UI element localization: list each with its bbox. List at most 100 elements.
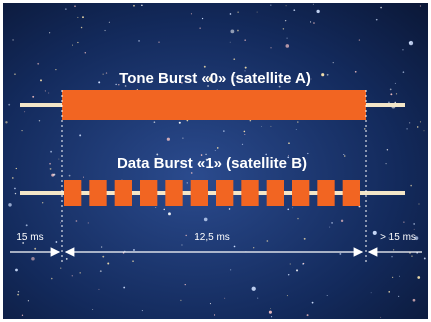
star <box>329 227 330 228</box>
star <box>37 63 39 65</box>
star <box>103 74 104 75</box>
star <box>373 231 377 235</box>
star <box>387 149 388 150</box>
star <box>257 298 258 299</box>
star <box>88 222 89 223</box>
star <box>48 93 49 94</box>
timing-label: > 15 ms <box>380 232 416 243</box>
star <box>202 18 203 19</box>
star <box>399 276 400 277</box>
star <box>285 20 286 21</box>
star <box>234 246 236 248</box>
star <box>316 10 319 13</box>
star <box>388 291 390 293</box>
star <box>107 262 109 264</box>
pulse <box>267 180 284 206</box>
star <box>229 208 230 209</box>
star <box>69 175 71 177</box>
star <box>292 207 293 208</box>
star <box>133 5 135 7</box>
pulse <box>191 180 208 206</box>
star <box>187 182 188 183</box>
star <box>288 142 290 144</box>
star <box>270 5 271 6</box>
pulse <box>89 180 106 206</box>
star <box>237 30 239 32</box>
star <box>58 159 59 160</box>
star <box>391 256 393 258</box>
star <box>81 27 83 29</box>
star <box>296 129 297 130</box>
pulse <box>292 180 309 206</box>
star <box>15 193 16 194</box>
star <box>199 27 200 28</box>
star <box>14 188 16 190</box>
star <box>50 151 52 153</box>
star <box>392 277 393 278</box>
star <box>102 256 104 258</box>
star <box>266 240 268 242</box>
star <box>396 93 397 94</box>
star <box>380 7 382 9</box>
star <box>50 168 52 170</box>
star <box>270 126 271 127</box>
star <box>12 39 13 40</box>
star <box>313 22 315 24</box>
star <box>168 212 171 215</box>
star <box>24 111 25 112</box>
star <box>398 296 399 297</box>
star <box>312 302 314 304</box>
star <box>45 90 46 91</box>
star <box>230 269 231 270</box>
star <box>56 241 58 243</box>
star <box>72 45 73 46</box>
star <box>244 131 246 133</box>
star <box>42 202 43 203</box>
star <box>411 255 413 257</box>
star <box>341 220 343 222</box>
star <box>31 257 35 261</box>
star <box>100 270 102 272</box>
pulse <box>140 180 157 206</box>
star <box>409 122 410 123</box>
star <box>288 274 289 275</box>
star <box>321 73 324 76</box>
star <box>420 5 421 6</box>
star <box>257 12 258 13</box>
star <box>390 88 392 90</box>
star <box>132 260 134 262</box>
star <box>393 249 394 250</box>
star <box>296 269 298 271</box>
star <box>77 17 78 18</box>
star <box>245 67 247 69</box>
star <box>270 47 271 48</box>
star <box>233 58 235 60</box>
star <box>191 13 192 14</box>
star <box>297 218 298 219</box>
star <box>185 284 186 285</box>
star <box>49 163 51 165</box>
star <box>14 73 16 75</box>
star <box>138 40 140 42</box>
star <box>210 303 211 304</box>
star <box>307 153 308 154</box>
star <box>39 120 40 121</box>
star <box>104 30 105 31</box>
star <box>223 130 224 131</box>
star <box>244 134 245 135</box>
star <box>333 62 334 63</box>
star <box>293 9 295 11</box>
star <box>21 130 22 131</box>
star <box>403 71 405 73</box>
star <box>5 121 7 123</box>
star <box>26 224 28 226</box>
star <box>16 168 17 169</box>
star <box>154 121 156 123</box>
star <box>359 39 360 40</box>
star <box>395 83 396 84</box>
pulse <box>115 180 132 206</box>
diagram: Tone Burst «0» (satellite A) Data Burst … <box>0 0 431 322</box>
star <box>410 185 412 187</box>
star <box>167 138 170 141</box>
star <box>344 155 345 156</box>
